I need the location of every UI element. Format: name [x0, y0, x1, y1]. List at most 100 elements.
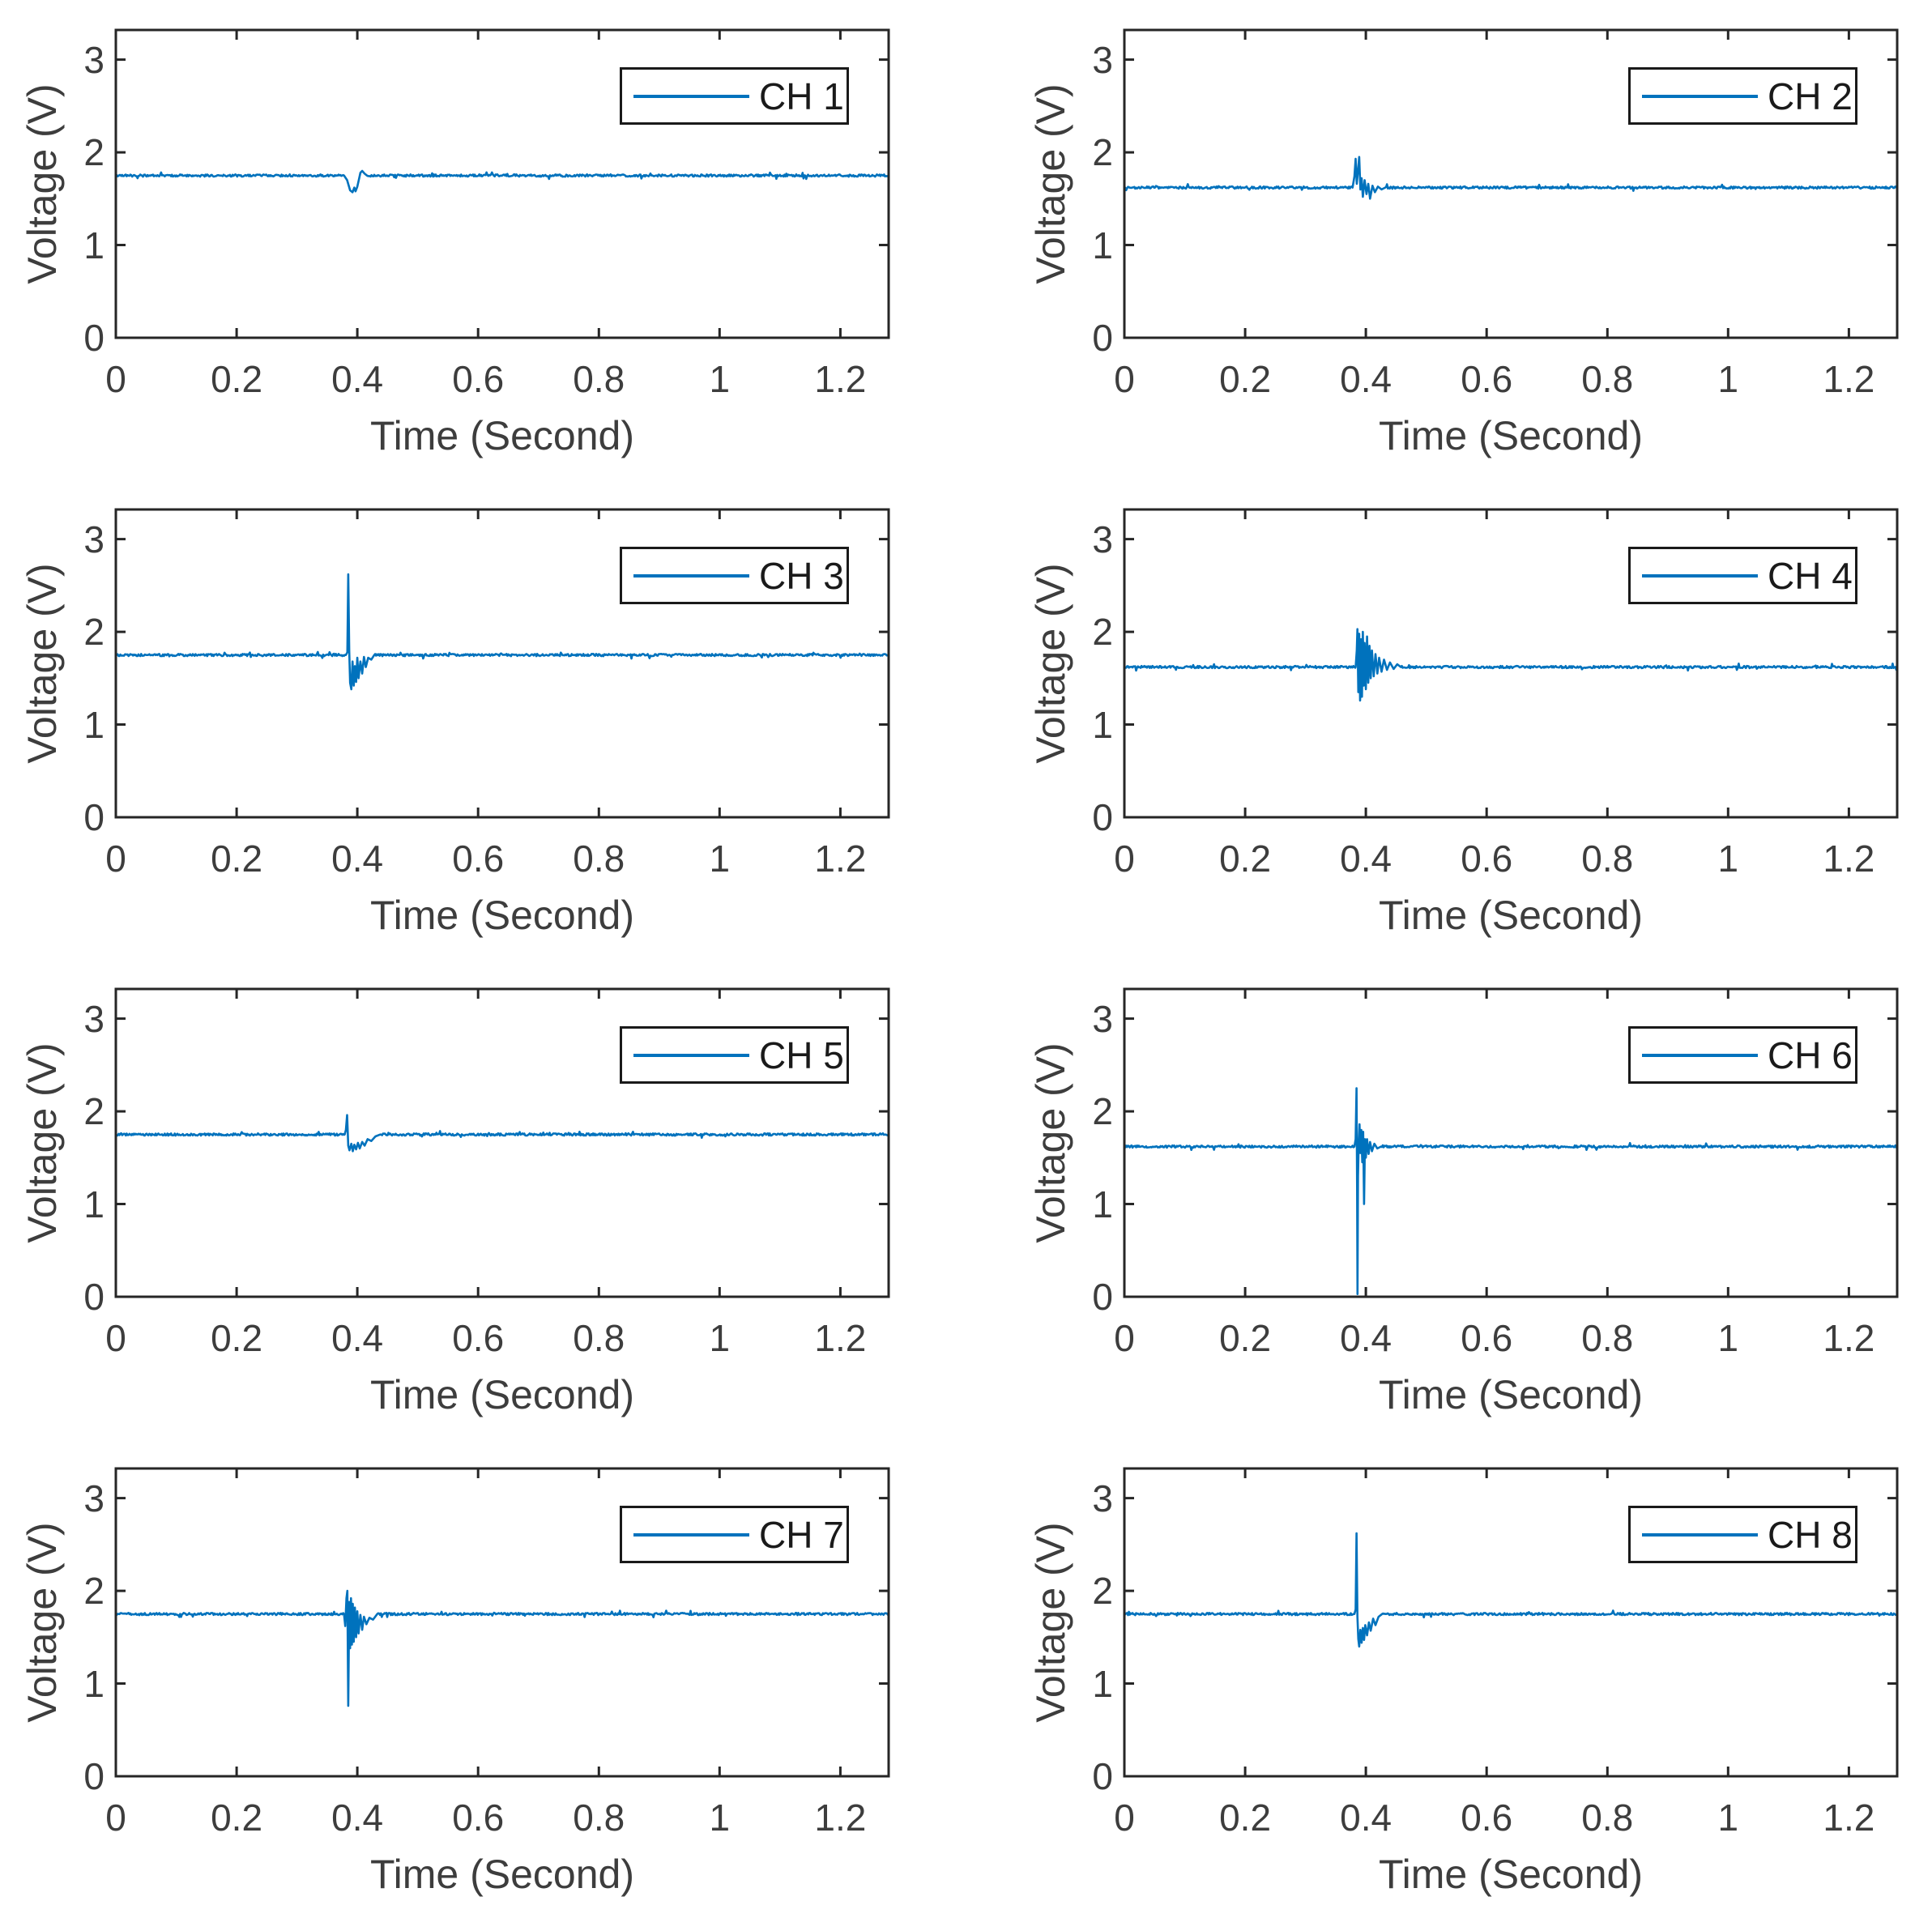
subplot-ch3: Voltage (V) Time (Second) CH 3 0 0.2 0.4 0.… — [0, 480, 923, 959]
legend-label: CH 3 — [759, 554, 844, 597]
plot-canvas — [1123, 987, 1899, 1298]
x-tick-label: 0.4 — [331, 838, 384, 880]
x-tick-label: 1 — [1717, 358, 1739, 400]
legend-line-sample — [1642, 1532, 1758, 1537]
legend-label: CH 2 — [1768, 75, 1853, 117]
y-tick-label: 0 — [83, 1755, 104, 1797]
x-tick-label: 0.2 — [211, 1797, 263, 1839]
x-tick-label: 0.2 — [211, 838, 263, 880]
plot-canvas — [114, 28, 890, 339]
x-tick-label: 0.4 — [1340, 1797, 1392, 1839]
plot-canvas — [1123, 508, 1899, 819]
legend-line-sample — [1642, 573, 1758, 578]
x-tick-label: 0.8 — [573, 838, 625, 880]
x-tick-label: 0 — [105, 1797, 126, 1839]
y-tick-label: 2 — [83, 1090, 104, 1133]
x-tick-label: 0.2 — [1219, 1797, 1272, 1839]
x-axis-label: Time (Second) — [1378, 893, 1644, 938]
x-tick-label: 0.6 — [1461, 838, 1513, 880]
plot-canvas — [114, 508, 890, 819]
x-tick-label: 1 — [709, 838, 731, 880]
plot-canvas — [114, 987, 890, 1298]
x-tick-label: 0.6 — [1461, 358, 1513, 400]
y-tick-label: 3 — [83, 1477, 104, 1519]
x-tick-label: 0.6 — [452, 838, 505, 880]
plot-canvas — [1123, 1467, 1899, 1778]
y-tick-label: 0 — [83, 1276, 104, 1318]
legend: CH 2 — [1628, 67, 1857, 125]
x-tick-label: 0 — [1114, 1797, 1135, 1839]
x-tick-label: 0.2 — [211, 358, 263, 400]
x-tick-label: 0.6 — [452, 1797, 505, 1839]
x-tick-label: 0 — [1114, 838, 1135, 880]
legend: CH 5 — [620, 1026, 849, 1084]
x-axis-label: Time (Second) — [1378, 413, 1644, 458]
legend-line-sample — [1642, 94, 1758, 98]
y-tick-label: 2 — [83, 131, 104, 174]
y-tick-label: 2 — [1092, 131, 1113, 174]
legend-line-sample — [1642, 1053, 1758, 1057]
legend-label: CH 1 — [759, 75, 844, 117]
x-tick-label: 0.4 — [331, 1317, 384, 1359]
y-tick-label: 1 — [1092, 224, 1113, 266]
x-tick-label: 0.2 — [1219, 838, 1272, 880]
x-tick-label: 1 — [1717, 1797, 1739, 1839]
y-tick-label: 2 — [83, 611, 104, 654]
legend: CH 8 — [1628, 1506, 1857, 1563]
legend-line-sample — [633, 1053, 749, 1057]
x-tick-label: 0 — [105, 838, 126, 880]
y-tick-label: 2 — [1092, 611, 1113, 654]
x-tick-label: 0 — [1114, 1317, 1135, 1359]
y-tick-label: 0 — [1092, 317, 1113, 359]
y-tick-label: 2 — [83, 1570, 104, 1613]
legend: CH 1 — [620, 67, 849, 125]
y-tick-label: 1 — [83, 224, 104, 266]
legend-label: CH 5 — [759, 1034, 844, 1076]
x-tick-label: 0 — [105, 358, 126, 400]
x-axis-label: Time (Second) — [369, 893, 635, 938]
x-tick-label: 0.8 — [573, 1797, 625, 1839]
y-tick-label: 0 — [1092, 1276, 1113, 1318]
subplot-ch6: Voltage (V) Time (Second) CH 6 0 0.2 0.4 0.… — [1009, 959, 1932, 1438]
plot-canvas — [1123, 28, 1899, 339]
legend-label: CH 8 — [1768, 1513, 1853, 1556]
y-tick-label: 1 — [1092, 1662, 1113, 1705]
x-tick-label: 1 — [1717, 1317, 1739, 1359]
x-tick-label: 0.8 — [1581, 1797, 1634, 1839]
y-tick-label: 3 — [1092, 997, 1113, 1040]
legend-label: CH 6 — [1768, 1034, 1853, 1076]
y-tick-label: 1 — [83, 1183, 104, 1225]
x-tick-label: 0.2 — [1219, 1317, 1272, 1359]
x-tick-label: 0.6 — [1461, 1797, 1513, 1839]
x-tick-label: 0.8 — [1581, 1317, 1634, 1359]
x-tick-label: 1 — [709, 1797, 731, 1839]
y-tick-label: 3 — [1092, 1477, 1113, 1519]
x-axis-label: Time (Second) — [369, 1372, 635, 1417]
y-tick-label: 1 — [1092, 1183, 1113, 1225]
y-tick-label: 3 — [1092, 518, 1113, 560]
y-tick-label: 2 — [1092, 1090, 1113, 1133]
x-tick-label: 0.8 — [1581, 358, 1634, 400]
x-tick-label: 1.2 — [814, 358, 867, 400]
x-tick-label: 0.4 — [331, 1797, 384, 1839]
x-tick-label: 0.4 — [1340, 1317, 1392, 1359]
legend: CH 4 — [1628, 547, 1857, 604]
subplot-ch2: Voltage (V) Time (Second) CH 2 0 0.2 0.4 0.… — [1009, 0, 1932, 480]
legend-label: CH 7 — [759, 1513, 844, 1556]
x-tick-label: 0.8 — [573, 358, 625, 400]
x-tick-label: 0.6 — [1461, 1317, 1513, 1359]
x-axis-label: Time (Second) — [369, 413, 635, 458]
x-axis-label: Time (Second) — [1378, 1372, 1644, 1417]
x-axis-label: Time (Second) — [1378, 1852, 1644, 1897]
y-tick-label: 3 — [1092, 38, 1113, 81]
x-tick-label: 1 — [709, 358, 731, 400]
x-tick-label: 1.2 — [1823, 1797, 1875, 1839]
x-tick-label: 1.2 — [814, 838, 867, 880]
legend: CH 3 — [620, 547, 849, 604]
y-tick-label: 3 — [83, 518, 104, 560]
x-tick-label: 1.2 — [1823, 358, 1875, 400]
x-tick-label: 0.4 — [1340, 358, 1392, 400]
x-tick-label: 0 — [105, 1317, 126, 1359]
plot-canvas — [114, 1467, 890, 1778]
